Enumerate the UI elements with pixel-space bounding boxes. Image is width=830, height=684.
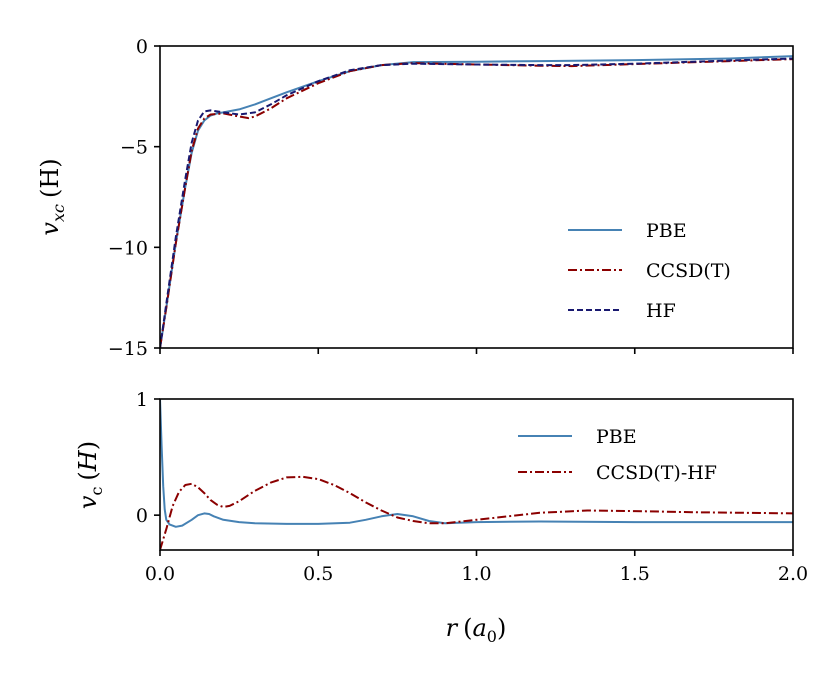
x-tick-label: 1.5 <box>620 563 650 585</box>
legend-label: HF <box>646 300 676 322</box>
x-axis-label: r (a0) <box>446 614 507 646</box>
top-y-axis-label: vxc(H) <box>36 158 68 235</box>
bottom-panel: 0.0 0.5 1.0 1.5 2.0 0 1 vc(H) r (a0) PBE CCSD(T)… <box>74 389 808 646</box>
legend-label: PBE <box>646 220 687 242</box>
bottom-legend: PBE CCSD(T)-HF <box>518 426 717 484</box>
bottom-series-ccsd-t-hf <box>160 475 793 550</box>
top-series-ccsd-t- <box>160 58 793 348</box>
top-y-tick-label: 0 <box>136 36 148 58</box>
top-y-tick-label: −15 <box>108 338 148 360</box>
top-series-hf <box>160 57 793 348</box>
legend-label: CCSD(T) <box>646 260 731 282</box>
x-tick-label: 0.0 <box>145 563 175 585</box>
bottom-y-tick-label: 1 <box>136 389 148 411</box>
legend-label: PBE <box>596 426 637 448</box>
legend-label: CCSD(T)-HF <box>596 462 717 484</box>
top-panel: 0 −5 −10 −15 vxc(H) PBE CCSD(T) HF <box>36 36 794 360</box>
top-axes-frame <box>159 45 794 349</box>
top-y-tick-label: −5 <box>120 137 148 159</box>
top-legend: PBE CCSD(T) HF <box>568 220 731 322</box>
bottom-y-tick-label: 0 <box>136 505 148 527</box>
top-y-tick-label: −10 <box>108 237 148 259</box>
x-tick-label: 0.5 <box>303 563 333 585</box>
x-tick-label: 2.0 <box>778 563 808 585</box>
x-tick-label: 1.0 <box>461 563 491 585</box>
top-series-pbe <box>160 55 793 348</box>
bottom-y-axis-label: vc(H) <box>74 441 106 509</box>
